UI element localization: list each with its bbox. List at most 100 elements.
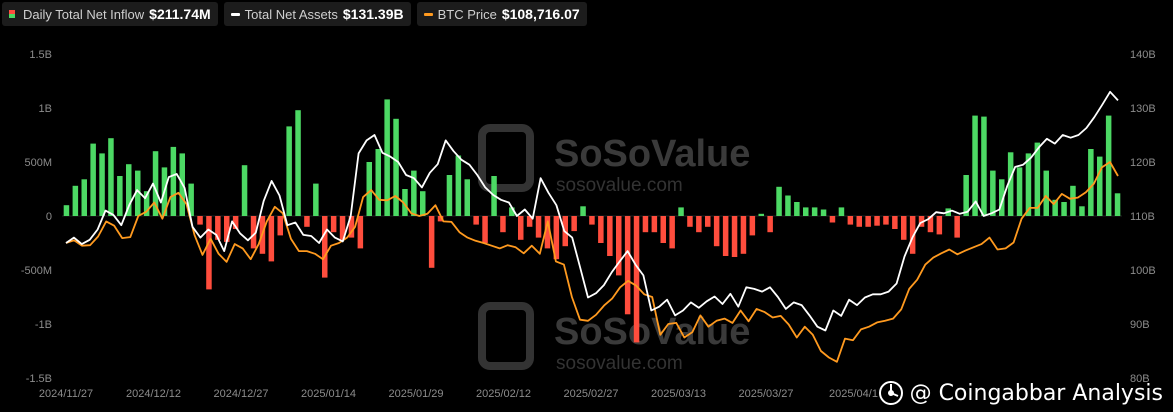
- inflow-bar: [651, 216, 658, 233]
- inflow-bar: [1088, 149, 1094, 216]
- inflow-bar: [518, 216, 524, 240]
- left-axis-tick: 1.5B: [29, 49, 52, 61]
- inflow-bar: [865, 216, 871, 227]
- inflow-bar: [126, 164, 132, 216]
- legend-btc[interactable]: BTC Price $108,716.07: [416, 2, 587, 26]
- inflow-bar: [749, 216, 756, 236]
- btc-price-line: [65, 161, 1119, 363]
- inflow-bar: [72, 185, 79, 216]
- x-axis-tick: 2025/02/12: [476, 388, 531, 400]
- inflow-bar: [705, 216, 711, 227]
- inflow-bar: [277, 216, 283, 236]
- left-axis-tick: 500M: [24, 157, 52, 169]
- x-axis-tick: 2025/04/1: [829, 388, 878, 400]
- inflow-bar: [286, 126, 292, 216]
- inflow-bar: [526, 216, 533, 227]
- inflow-bar: [322, 216, 328, 278]
- total-net-assets-line: [65, 90, 1119, 332]
- inflow-bar: [901, 216, 907, 240]
- inflow-bar: [215, 216, 221, 240]
- inflow-bar: [571, 216, 577, 232]
- inflow-bar: [206, 216, 212, 290]
- inflow-bar: [927, 216, 934, 233]
- inflow-bar: [99, 153, 105, 216]
- x-axis-tick: 2025/03/27: [738, 388, 793, 400]
- inflow-bar: [999, 179, 1005, 216]
- inflow-bar: [357, 216, 364, 249]
- inflow-bar: [820, 209, 827, 216]
- btc-swatch-icon: [423, 12, 433, 16]
- right-axis-tick: 80B: [1130, 373, 1150, 385]
- inflow-bar: [954, 216, 960, 238]
- inflow-bar: [313, 183, 319, 216]
- inflow-bar: [918, 216, 925, 227]
- legend-btc-value: $108,716.07: [501, 6, 580, 22]
- inflow-bar: [143, 191, 150, 216]
- inflow-bar: [411, 170, 417, 216]
- inflow-bar: [580, 206, 586, 216]
- inflow-bar: [811, 207, 818, 216]
- inflow-bar: [678, 207, 684, 216]
- left-axis-tick: 1B: [39, 103, 52, 115]
- inflow-bar: [1016, 167, 1023, 216]
- right-axis-tick: 140B: [1130, 49, 1156, 61]
- left-axis-tick: -500M: [21, 265, 52, 277]
- inflow-bar: [117, 176, 123, 216]
- inflow-bar: [393, 118, 399, 216]
- inflow-bar: [366, 162, 372, 216]
- inflow-bar: [1114, 193, 1121, 216]
- inflow-bar: [767, 216, 773, 233]
- inflow-bar: [197, 216, 203, 225]
- inflow-bar: [963, 175, 969, 216]
- watermark-brand: SoSoValue: [554, 133, 750, 175]
- inflow-bar: [1043, 170, 1049, 216]
- x-axis: 2024/11/27 2024/12/12 2024/12/27 2025/01/14…: [39, 388, 878, 400]
- watermark-brand: SoSoValue: [554, 311, 750, 353]
- inflow-bar: [909, 216, 916, 254]
- inflow-bar: [446, 175, 453, 216]
- inflow-bar: [874, 216, 880, 226]
- inflow-bar: [981, 116, 987, 216]
- inflow-bar: [509, 207, 515, 216]
- inflow-bar: [1034, 142, 1041, 216]
- inflow-bar: [660, 216, 666, 243]
- inflow-bar: [1070, 185, 1076, 216]
- inflow-bar: [776, 186, 782, 216]
- inflow-bar: [883, 216, 889, 225]
- inflow-bar: [464, 179, 470, 216]
- inflow-bar: [616, 216, 622, 276]
- legend-assets[interactable]: Total Net Assets $131.39B: [223, 2, 411, 26]
- inflow-bar: [990, 170, 996, 216]
- inflow-bar: [241, 165, 248, 216]
- inflow-bar: [81, 179, 87, 216]
- inflow-bar: [428, 216, 435, 268]
- inflow-bar: [170, 146, 177, 216]
- inflow-bar: [892, 216, 898, 229]
- watermark-site: sosovalue.com: [556, 353, 683, 374]
- inflow-bar: [402, 189, 408, 216]
- credit: @ Coingabbar Analysis: [878, 380, 1163, 406]
- x-axis-tick: 2025/02/27: [563, 388, 618, 400]
- inflow-bar: [794, 202, 800, 216]
- inflow-bar: [232, 216, 239, 229]
- inflow-bar: [633, 216, 640, 343]
- legend-assets-value: $131.39B: [342, 6, 404, 22]
- inflow-bar: [624, 216, 631, 315]
- legend-inflow[interactable]: Daily Total Net Inflow $211.74M: [2, 2, 218, 26]
- left-axis-tick: -1.5B: [26, 373, 52, 385]
- inflow-bar: [1105, 115, 1112, 216]
- inflow-bar: [500, 216, 506, 233]
- inflow-bar: [1025, 153, 1032, 216]
- inflow-bar: [1097, 156, 1103, 216]
- watermark-logo-icon: [478, 302, 534, 370]
- inflow-bar: [108, 138, 114, 216]
- inflow-bar: [803, 207, 809, 216]
- inflow-bar: [936, 216, 943, 235]
- inflow-bar: [437, 216, 444, 222]
- watermark: SoSoValuesosovalue.comSoSoValuesosovalue…: [478, 124, 750, 374]
- credit-text: @ Coingabbar Analysis: [909, 380, 1163, 406]
- x-axis-tick: 2024/12/27: [213, 388, 268, 400]
- legend-inflow-value: $211.74M: [149, 6, 211, 22]
- inflow-bar: [696, 216, 702, 233]
